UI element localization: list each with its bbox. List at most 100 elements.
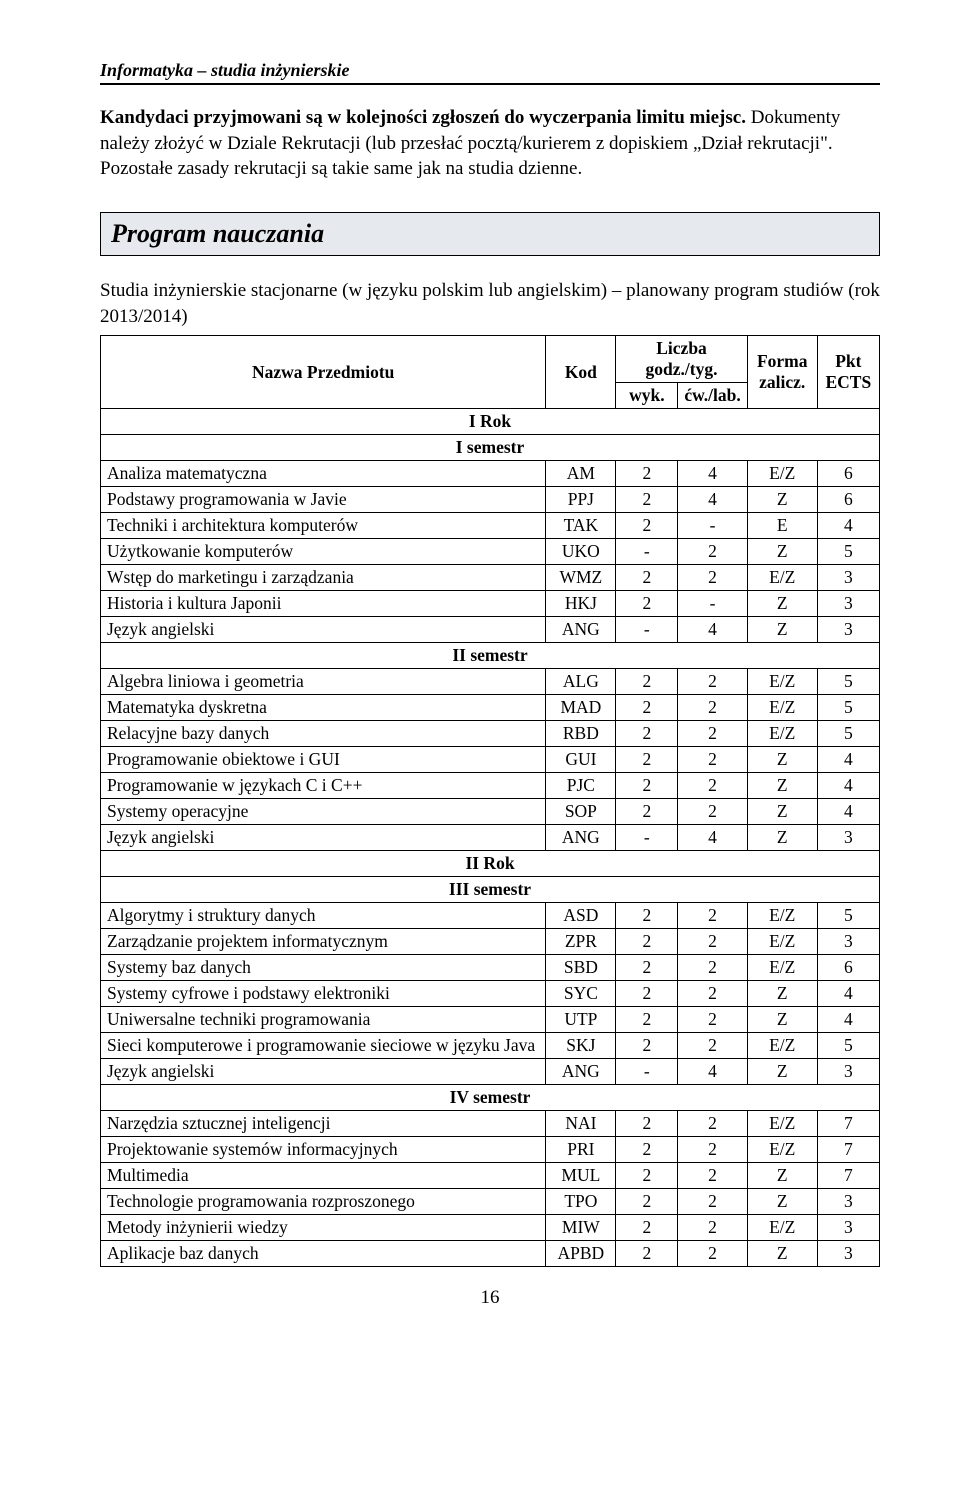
cell-kod: SYC [546, 981, 616, 1007]
cell-wyk: 2 [616, 1189, 678, 1215]
cell-form: Z [747, 1059, 817, 1085]
table-row: Sieci komputerowe i programowanie siecio… [101, 1033, 880, 1059]
cell-kod: SKJ [546, 1033, 616, 1059]
cell-wyk: 2 [616, 695, 678, 721]
cell-pkt: 7 [817, 1163, 879, 1189]
cell-wyk: 2 [616, 1137, 678, 1163]
lead-bold: Kandydaci przyjmowani są w kolejności zg… [100, 107, 746, 128]
cell-form: E/Z [747, 1137, 817, 1163]
cell-pkt: 4 [817, 747, 879, 773]
cell-pkt: 3 [817, 1241, 879, 1267]
header-name: Nazwa Przedmiotu [101, 336, 546, 409]
cell-name: Matematyka dyskretna [101, 695, 546, 721]
cell-form: E/Z [747, 721, 817, 747]
cell-kod: WMZ [546, 565, 616, 591]
cell-cw: 2 [678, 1137, 747, 1163]
cell-kod: ANG [546, 617, 616, 643]
table-row: Historia i kultura JaponiiHKJ2-Z3 [101, 591, 880, 617]
running-header: Informatyka – studia inżynierskie [100, 60, 880, 85]
header-liczba: Liczba godz./tyg. [616, 336, 747, 383]
table-row: Algorytmy i struktury danychASD22E/Z5 [101, 903, 880, 929]
cell-cw: 2 [678, 1111, 747, 1137]
cell-pkt: 3 [817, 617, 879, 643]
cell-wyk: 2 [616, 1111, 678, 1137]
table-row: II Rok [101, 851, 880, 877]
cell-kod: SOP [546, 799, 616, 825]
sub-intro: Studia inżynierskie stacjonarne (w język… [100, 278, 880, 329]
table-row: Technologie programowania rozproszonegoT… [101, 1189, 880, 1215]
section-row-label: I semestr [101, 435, 880, 461]
cell-form: Z [747, 799, 817, 825]
cell-name: Język angielski [101, 1059, 546, 1085]
cell-form: Z [747, 825, 817, 851]
cell-cw: 2 [678, 565, 747, 591]
cell-cw: - [678, 591, 747, 617]
cell-kod: MUL [546, 1163, 616, 1189]
cell-kod: ASD [546, 903, 616, 929]
cell-name: Wstęp do marketingu i zarządzania [101, 565, 546, 591]
cell-form: E/Z [747, 669, 817, 695]
cell-name: Zarządzanie projektem informatycznym [101, 929, 546, 955]
cell-name: Podstawy programowania w Javie [101, 487, 546, 513]
cell-form: Z [747, 1007, 817, 1033]
cell-form: E [747, 513, 817, 539]
page-number: 16 [100, 1287, 880, 1309]
cell-form: Z [747, 747, 817, 773]
page-container: Informatyka – studia inżynierskie Kandyd… [0, 0, 960, 1349]
table-row: Matematyka dyskretnaMAD22E/Z5 [101, 695, 880, 721]
cell-form: E/Z [747, 903, 817, 929]
cell-name: Narzędzia sztucznej inteligencji [101, 1111, 546, 1137]
cell-wyk: 2 [616, 903, 678, 929]
cell-wyk: 2 [616, 591, 678, 617]
cell-pkt: 3 [817, 1059, 879, 1085]
cell-kod: MIW [546, 1215, 616, 1241]
cell-cw: 2 [678, 1241, 747, 1267]
cell-kod: APBD [546, 1241, 616, 1267]
header-wyk: wyk. [616, 383, 678, 409]
cell-pkt: 6 [817, 955, 879, 981]
table-row: Uniwersalne techniki programowaniaUTP22Z… [101, 1007, 880, 1033]
cell-name: Relacyjne bazy danych [101, 721, 546, 747]
table-row: I semestr [101, 435, 880, 461]
table-header: Nazwa Przedmiotu Kod Liczba godz./tyg. F… [101, 336, 880, 409]
section-row-label: II Rok [101, 851, 880, 877]
header-kod: Kod [546, 336, 616, 409]
cell-wyk: 2 [616, 1163, 678, 1189]
cell-kod: SBD [546, 955, 616, 981]
section-row-label: IV semestr [101, 1085, 880, 1111]
cell-cw: - [678, 513, 747, 539]
cell-name: Język angielski [101, 617, 546, 643]
header-cw: ćw./lab. [678, 383, 747, 409]
cell-cw: 2 [678, 773, 747, 799]
cell-form: E/Z [747, 461, 817, 487]
table-row: Systemy operacyjneSOP22Z4 [101, 799, 880, 825]
cell-wyk: 2 [616, 487, 678, 513]
table-row: Projektowanie systemów informacyjnychPRI… [101, 1137, 880, 1163]
cell-pkt: 5 [817, 539, 879, 565]
section-row-label: I Rok [101, 409, 880, 435]
cell-form: Z [747, 591, 817, 617]
table-body: I RokI semestrAnaliza matematycznaAM24E/… [101, 409, 880, 1267]
table-row: Użytkowanie komputerówUKO-2Z5 [101, 539, 880, 565]
cell-form: Z [747, 617, 817, 643]
cell-kod: PPJ [546, 487, 616, 513]
cell-wyk: 2 [616, 1215, 678, 1241]
cell-name: Język angielski [101, 825, 546, 851]
cell-name: Technologie programowania rozproszonego [101, 1189, 546, 1215]
cell-pkt: 6 [817, 461, 879, 487]
cell-name: Systemy operacyjne [101, 799, 546, 825]
cell-wyk: 2 [616, 1007, 678, 1033]
cell-cw: 2 [678, 539, 747, 565]
cell-cw: 4 [678, 487, 747, 513]
cell-name: Systemy baz danych [101, 955, 546, 981]
cell-form: Z [747, 539, 817, 565]
cell-kod: ALG [546, 669, 616, 695]
cell-cw: 2 [678, 721, 747, 747]
cell-pkt: 3 [817, 1189, 879, 1215]
cell-kod: ZPR [546, 929, 616, 955]
cell-kod: PRI [546, 1137, 616, 1163]
cell-wyk: 2 [616, 981, 678, 1007]
cell-form: E/Z [747, 1111, 817, 1137]
cell-pkt: 7 [817, 1137, 879, 1163]
cell-pkt: 3 [817, 1215, 879, 1241]
